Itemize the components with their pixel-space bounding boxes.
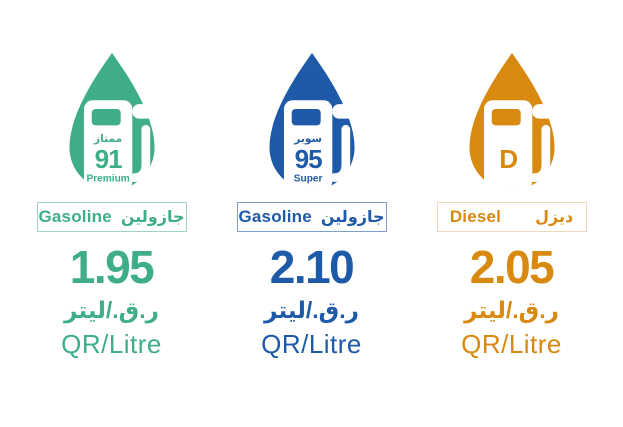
- pump-grade-arabic: ممتاز: [93, 133, 122, 145]
- price-unit-english: QR/Litre: [461, 329, 562, 359]
- fuel-type-arabic: ديزل: [535, 209, 574, 226]
- pump-grade-arabic: سوبر: [293, 133, 322, 145]
- pump-nozzle-holder: [131, 104, 157, 119]
- price-unit-english: QR/Litre: [261, 329, 362, 359]
- price-value: 1.95: [69, 241, 155, 293]
- price-unit-english: QR/Litre: [61, 329, 162, 359]
- pump-grade-number: 95: [294, 144, 322, 174]
- fuel-type-arabic: جازولين: [320, 209, 385, 226]
- pump-screen: [491, 108, 521, 126]
- pump-hose: [329, 124, 350, 182]
- fuel-column-super-95: سوبر 95 Super Gasoline جازولين 2.10 ر.ق.…: [212, 0, 412, 427]
- pump-nozzle-holder: [331, 104, 357, 119]
- fuel-drop-pump-icon: ممتاز 91 Premium: [68, 52, 157, 191]
- fuel-type-english: Diesel: [449, 207, 502, 226]
- price-block: 2.05 ر.ق./ليتر QR/Litre: [461, 244, 562, 357]
- fuel-type-label-box: Gasoline جازولين: [236, 202, 387, 232]
- price-value: 2.10: [269, 241, 355, 293]
- pump-grade-english: Premium: [86, 173, 129, 184]
- fuel-column-diesel: D Diesel ديزل 2.05 ر.ق./ليتر QR/Litre: [412, 0, 612, 427]
- price-value: 2.05: [469, 241, 555, 293]
- fuel-type-label-box: Gasoline جازولين: [36, 202, 187, 232]
- fuel-column-premium-91: ممتاز 91 Premium Gasoline جازولين 1.95 ر…: [12, 0, 212, 427]
- pump-screen: [291, 108, 321, 126]
- pump-hose: [529, 124, 550, 182]
- fuel-type-english: Gasoline: [238, 207, 312, 226]
- price-unit-arabic: ر.ق./ليتر: [264, 297, 359, 323]
- pump-hose: [129, 124, 150, 182]
- pump-grade-letter: D: [499, 144, 517, 174]
- price-block: 2.10 ر.ق./ليتر QR/Litre: [261, 244, 362, 357]
- pump-nozzle-holder: [531, 104, 557, 119]
- pump-screen: [91, 108, 121, 126]
- fuel-type-english: Gasoline: [38, 207, 112, 226]
- fuel-drop-pump-icon: سوبر 95 Super: [268, 52, 357, 191]
- fuel-type-arabic: جازولين: [120, 209, 185, 226]
- price-unit-arabic: ر.ق./ليتر: [464, 297, 559, 323]
- pump-grade-number: 91: [94, 144, 122, 174]
- price-block: 1.95 ر.ق./ليتر QR/Litre: [61, 244, 162, 357]
- fuel-type-label-box: Diesel ديزل: [436, 202, 587, 232]
- fuel-drop-pump-icon: D: [468, 52, 557, 191]
- price-unit-arabic: ر.ق./ليتر: [64, 297, 159, 323]
- pump-grade-english: Super: [293, 173, 322, 184]
